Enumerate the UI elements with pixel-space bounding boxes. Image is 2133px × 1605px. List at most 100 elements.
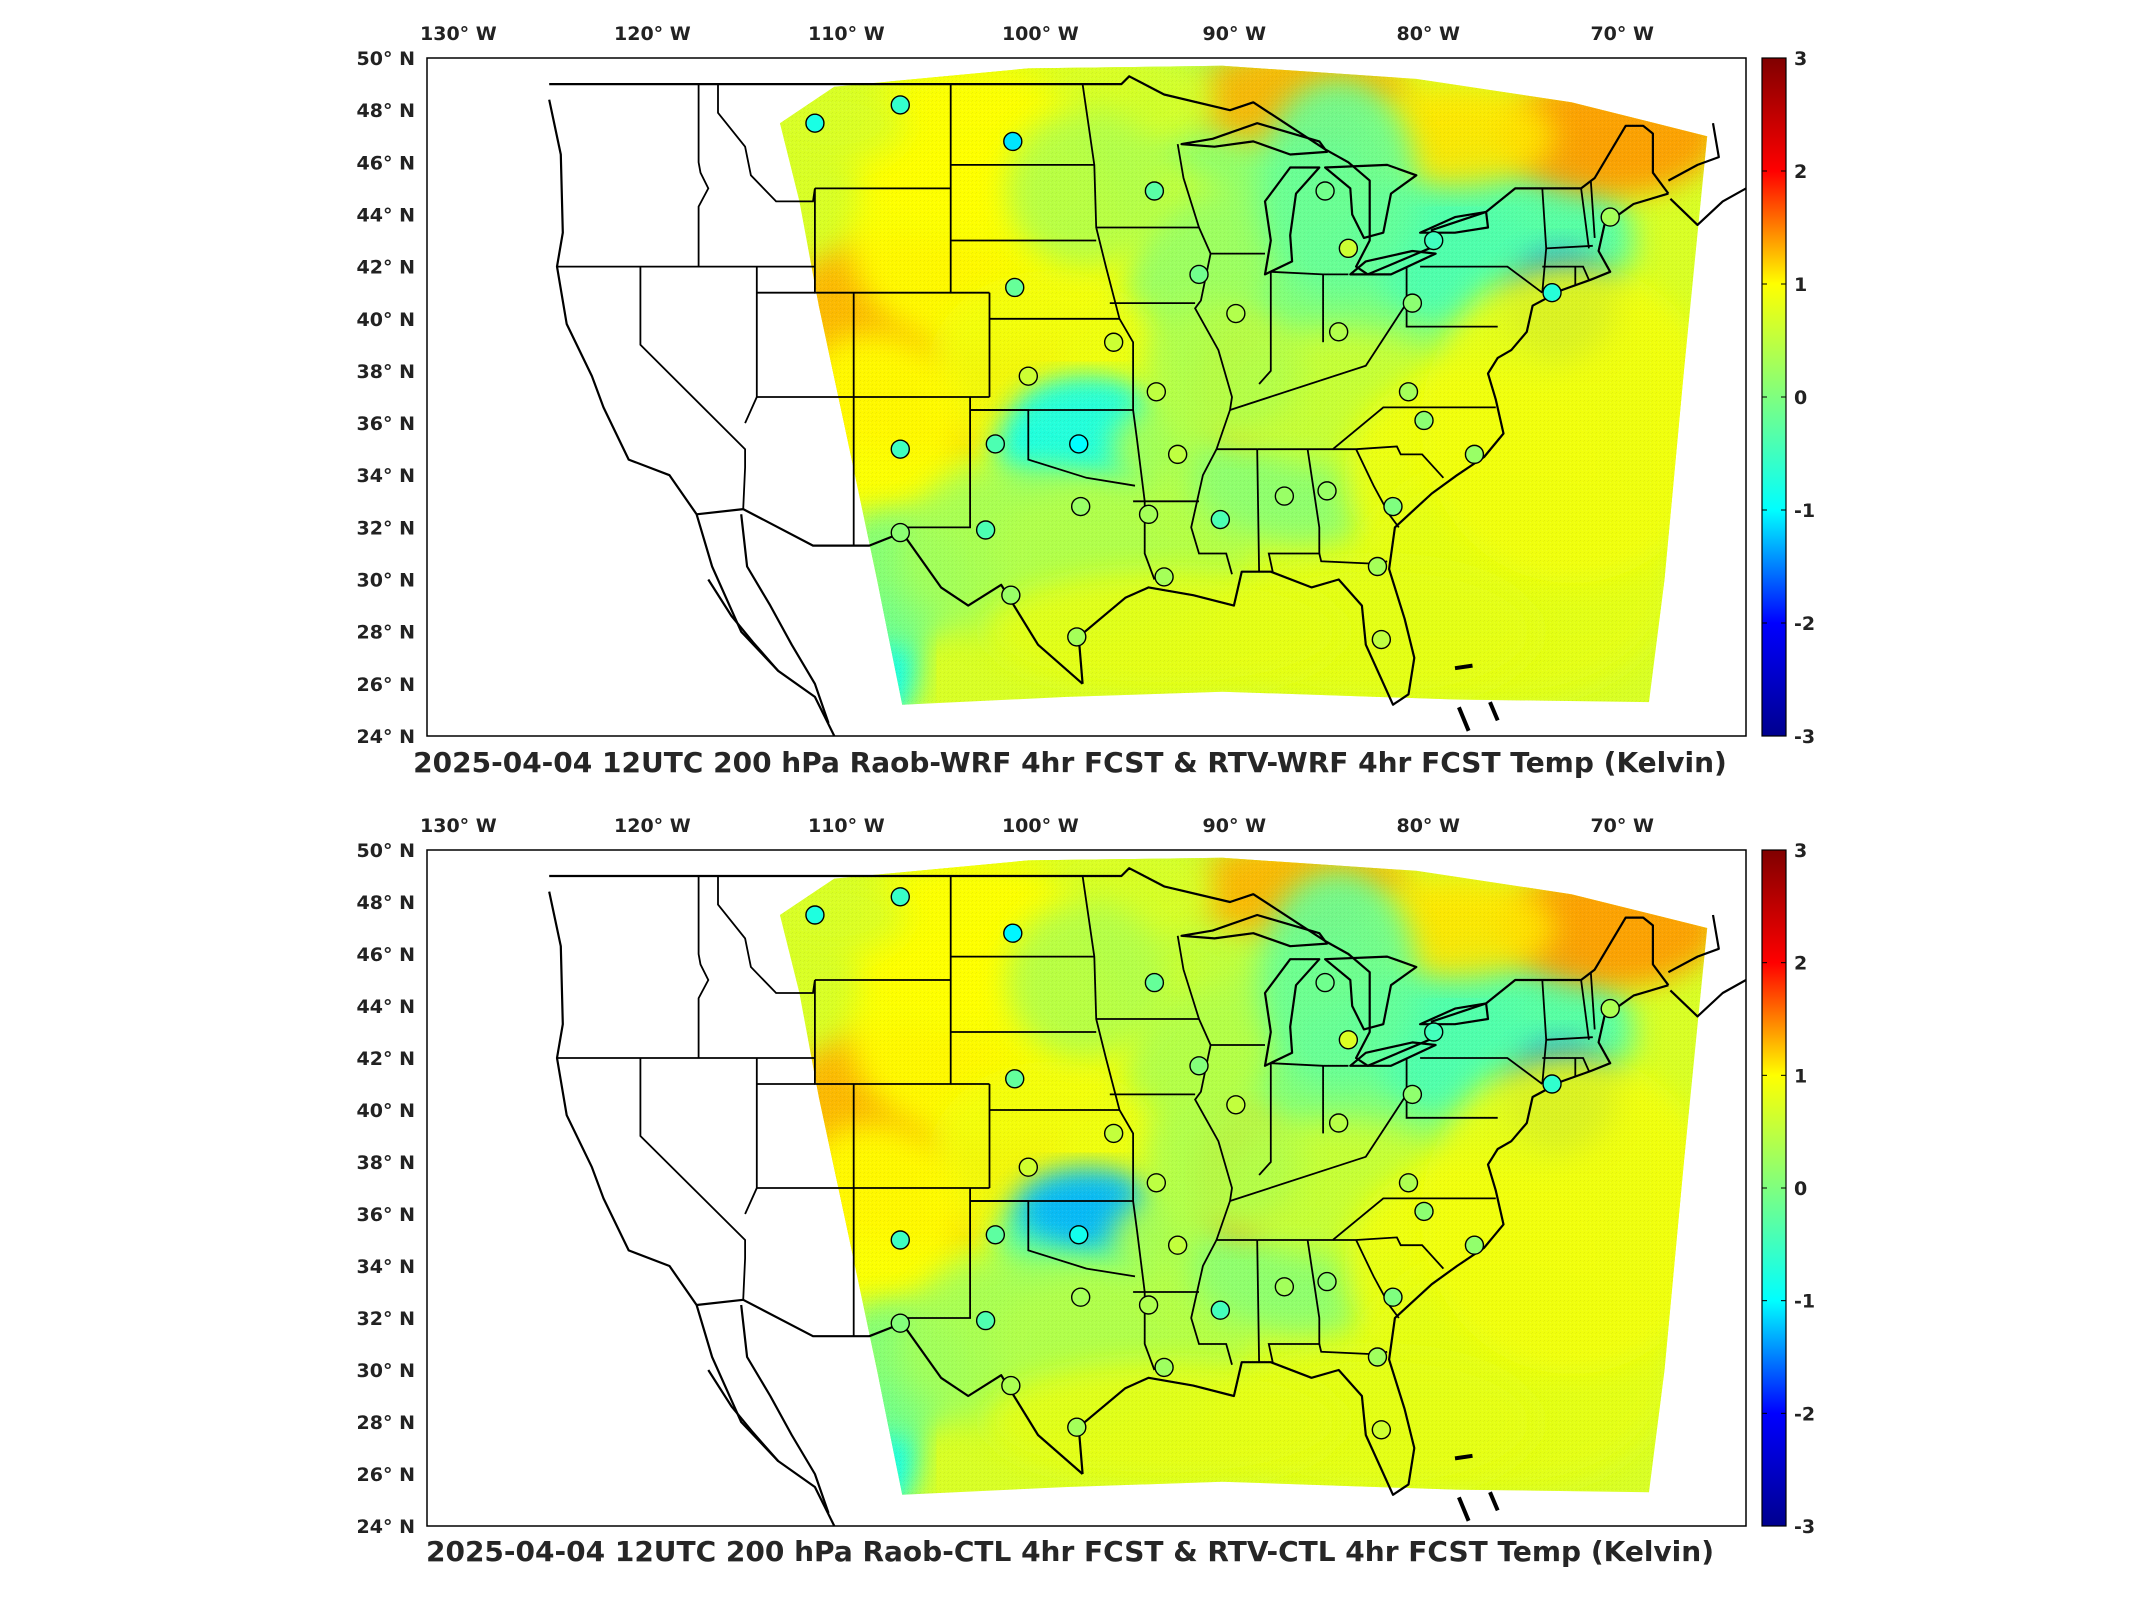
station-marker xyxy=(1067,1417,1087,1437)
station-marker xyxy=(805,113,825,133)
station-marker xyxy=(1070,1287,1091,1307)
station-marker xyxy=(1001,585,1021,605)
latitude-tick-label: 26° N xyxy=(357,1464,415,1486)
longitude-tick-label: 70° W xyxy=(1590,815,1654,837)
latitude-tick-label: 24° N xyxy=(357,1516,415,1538)
latitude-tick-label: 46° N xyxy=(357,944,415,966)
station-marker xyxy=(1226,303,1246,324)
station-marker xyxy=(1414,1201,1434,1222)
station-marker xyxy=(1189,264,1209,285)
station-marker xyxy=(890,1313,910,1333)
station-marker xyxy=(1464,444,1485,465)
latitude-tick-label: 40° N xyxy=(357,309,415,331)
station-marker xyxy=(1189,1056,1209,1076)
colorbar-tick-label: 3 xyxy=(1794,48,1807,70)
station-marker xyxy=(1144,972,1165,993)
station-marker xyxy=(1154,1357,1174,1378)
colorbar-tick-label: 1 xyxy=(1794,1065,1807,1087)
station-marker xyxy=(1070,496,1091,517)
colorbar-tick-label: -3 xyxy=(1794,1516,1815,1538)
longitude-tick-label: 130° W xyxy=(420,815,497,837)
station-marker xyxy=(985,434,1006,454)
station-marker xyxy=(805,905,825,925)
panel-title: 2025-04-04 12UTC 200 hPa Raob-WRF 4hr FC… xyxy=(413,746,1727,779)
colorbar-tick-label: -1 xyxy=(1794,500,1815,522)
station-marker xyxy=(985,1225,1006,1245)
station-marker xyxy=(1371,629,1392,650)
latitude-tick-label: 34° N xyxy=(357,465,415,487)
station-marker xyxy=(890,522,910,543)
station-marker xyxy=(1328,322,1349,342)
latitude-tick-label: 30° N xyxy=(357,570,415,592)
longitude-tick-label: 120° W xyxy=(614,23,691,45)
station-marker xyxy=(1210,509,1231,530)
station-marker xyxy=(1398,382,1419,402)
station-marker xyxy=(1328,1113,1349,1133)
station-marker xyxy=(1600,998,1620,1019)
longitude-tick-label: 80° W xyxy=(1396,815,1460,837)
station-marker xyxy=(1398,1173,1419,1193)
station-marker xyxy=(1371,1420,1392,1440)
longitude-tick-label: 110° W xyxy=(808,815,885,837)
longitude-tick-label: 120° W xyxy=(614,815,691,837)
temperature-field xyxy=(780,857,1708,1495)
station-marker xyxy=(1003,923,1023,943)
state-borders xyxy=(557,83,1596,580)
station-marker xyxy=(1226,1095,1246,1115)
raob-stations xyxy=(805,887,1620,1440)
station-marker xyxy=(1317,481,1337,501)
longitude-tick-label: 90° W xyxy=(1203,815,1267,837)
coastlines-and-borders xyxy=(548,75,1746,736)
colorbar-tick-label: -2 xyxy=(1794,613,1815,635)
station-marker xyxy=(1542,1074,1562,1094)
latitude-tick-label: 36° N xyxy=(357,413,415,435)
station-marker xyxy=(975,520,996,540)
station-marker xyxy=(1315,972,1335,993)
station-marker xyxy=(1464,1235,1485,1255)
map-panel-raob-ctl: 130° W 120° W 110° W 100° W 90° W 80° W 70° W 5… xyxy=(357,815,1816,1568)
station-marker xyxy=(975,1310,996,1331)
station-marker xyxy=(890,95,910,115)
latitude-tick-label: 50° N xyxy=(357,48,415,70)
station-marker xyxy=(1001,1375,1021,1396)
latitude-tick-label: 38° N xyxy=(357,361,415,383)
map-frame xyxy=(426,849,1747,1527)
station-marker xyxy=(1069,1225,1089,1245)
station-marker xyxy=(890,1230,910,1250)
station-marker xyxy=(1154,567,1174,587)
station-marker xyxy=(1146,1173,1167,1193)
station-marker xyxy=(1414,410,1434,431)
state-borders xyxy=(557,875,1596,1371)
colorbar-tick-label: 1 xyxy=(1794,274,1807,296)
station-marker xyxy=(1600,207,1620,227)
latitude-tick-label: 34° N xyxy=(357,1256,415,1278)
station-marker xyxy=(1402,293,1423,313)
station-marker xyxy=(1167,1235,1188,1255)
longitude-tick-label: 80° W xyxy=(1396,23,1460,45)
station-marker xyxy=(1138,504,1159,525)
station-marker xyxy=(1274,486,1295,506)
station-marker xyxy=(1146,382,1167,402)
latitude-tick-label: 40° N xyxy=(357,1100,415,1122)
longitude-tick-label: 110° W xyxy=(808,23,885,45)
station-marker xyxy=(1103,1123,1124,1144)
colorbar-tick-label: -3 xyxy=(1794,726,1815,748)
station-marker xyxy=(1542,282,1562,303)
colorbar-tick-label: 0 xyxy=(1794,387,1807,409)
latitude-tick-label: 30° N xyxy=(357,1360,415,1382)
colorbar-tick-label: 3 xyxy=(1794,840,1807,862)
station-marker xyxy=(1167,444,1188,465)
latitude-tick-label: 42° N xyxy=(357,1048,415,1070)
latitude-tick-label: 32° N xyxy=(357,517,415,539)
station-marker xyxy=(890,439,910,459)
station-marker xyxy=(1138,1295,1159,1315)
longitude-tick-label: 70° W xyxy=(1590,23,1654,45)
latitude-tick-label: 28° N xyxy=(357,1412,415,1434)
colorbar-tick-label: 2 xyxy=(1794,953,1807,975)
station-marker xyxy=(1383,496,1403,517)
latitude-tick-label: 36° N xyxy=(357,1204,415,1226)
station-marker xyxy=(890,887,910,907)
latitude-tick-label: 28° N xyxy=(357,622,415,644)
station-marker xyxy=(1402,1084,1423,1105)
